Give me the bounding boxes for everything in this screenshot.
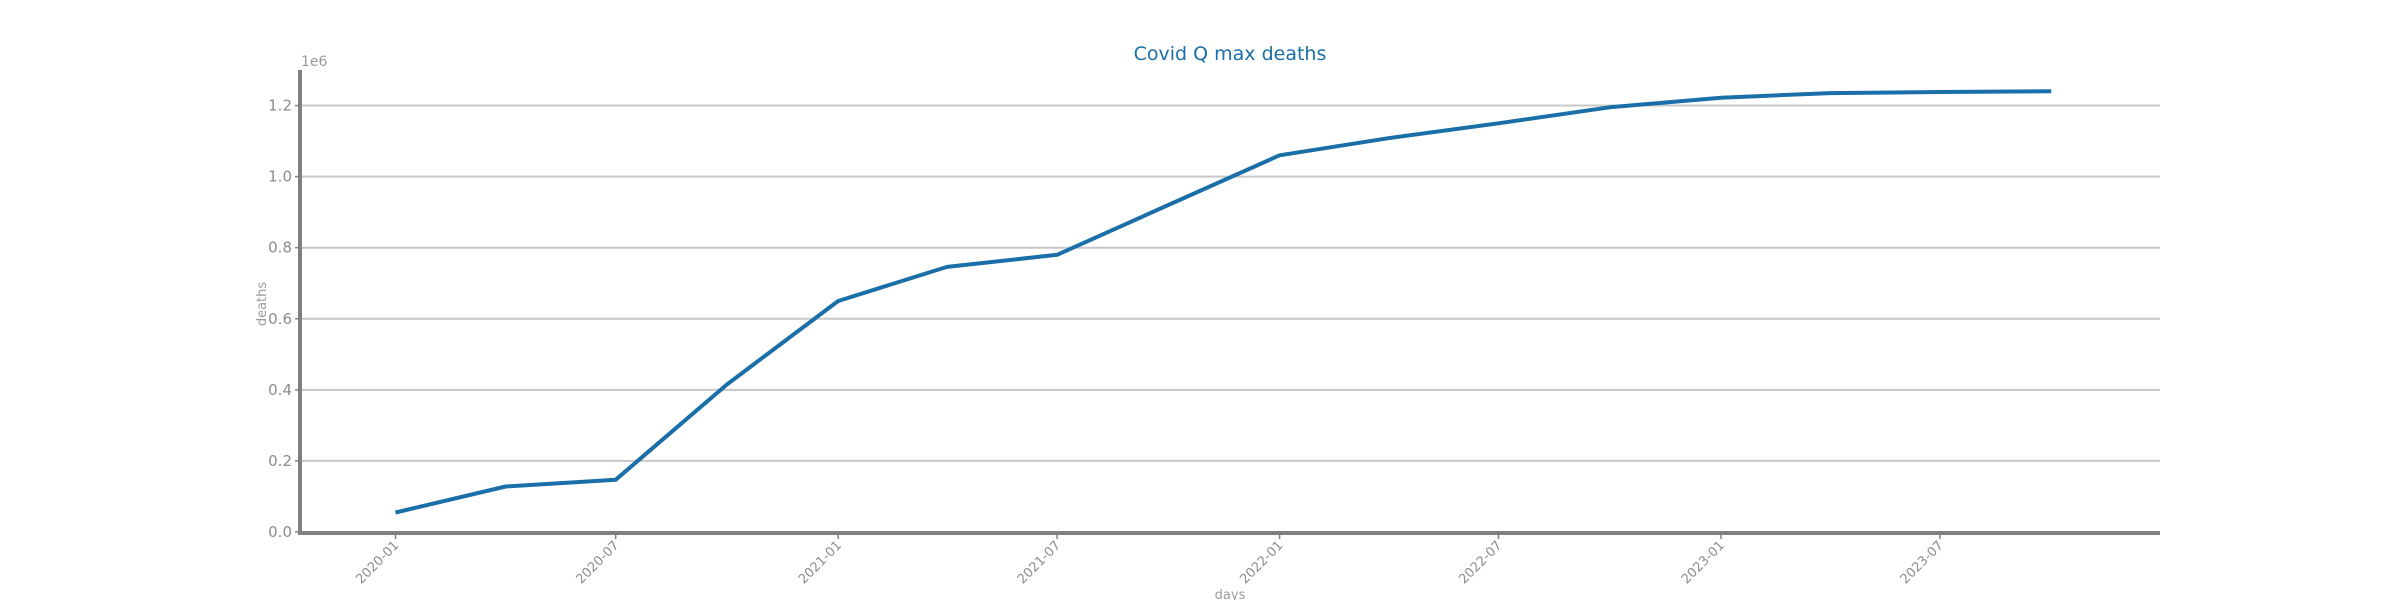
x-tick-label: 2022-07 — [1456, 538, 1505, 587]
series-line — [395, 89, 2052, 515]
x-tick-label: 2020-01 — [353, 538, 402, 587]
chart-title: Covid Q max deaths — [1134, 43, 1327, 65]
x-tick-label: 2022-01 — [1237, 538, 1286, 587]
y-axis-scale-label: 1e6 — [301, 54, 328, 70]
x-tick-label: 2023-07 — [1898, 538, 1947, 587]
axes — [298, 70, 2160, 535]
series-lines — [395, 89, 2052, 515]
x-tick-label: 2021-01 — [796, 538, 845, 587]
y-tick-label: 0.0 — [268, 523, 292, 541]
y-tick-label: 0.6 — [268, 310, 292, 328]
y-tick-labels: 0.0 0.2 0.4 0.6 0.8 1.0 1.2 — [268, 97, 300, 541]
x-tick-label: 2023-01 — [1679, 538, 1728, 587]
y-tick-label: 1.0 — [268, 168, 292, 186]
y-axis-label: deaths — [255, 282, 270, 327]
x-tick-labels: 2020-01 2020-07 2021-01 2021-07 2022-01 2022-… — [353, 533, 1947, 587]
x-tick-label: 2020-07 — [573, 538, 622, 587]
x-tick-label: 2021-07 — [1015, 538, 1064, 587]
y-tick-label: 0.8 — [268, 239, 292, 257]
x-axis-label: days — [1215, 588, 1246, 600]
y-tick-label: 0.2 — [268, 452, 292, 470]
y-tick-label: 0.4 — [268, 381, 292, 399]
grid-lines — [300, 104, 2160, 533]
y-tick-label: 1.2 — [268, 97, 292, 115]
